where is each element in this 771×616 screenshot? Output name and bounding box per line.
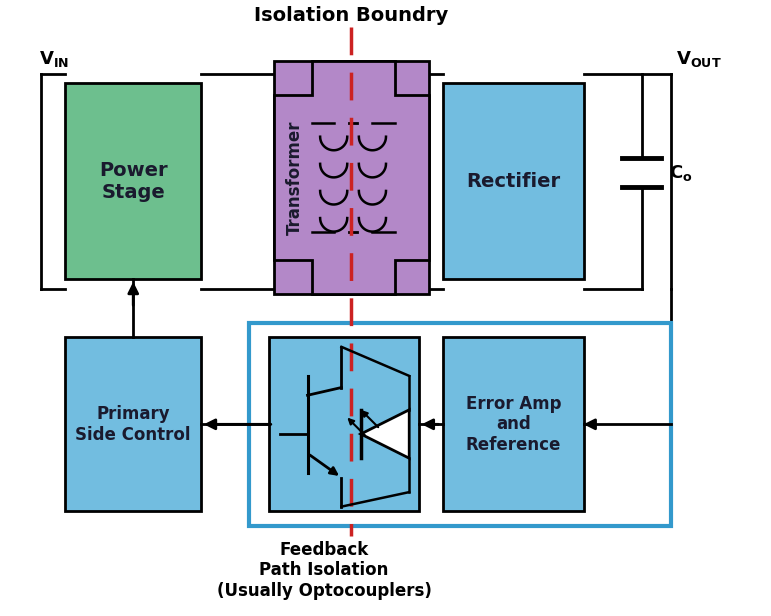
Text: Feedback
Path Isolation
(Usually Optocouplers): Feedback Path Isolation (Usually Optocou… <box>217 540 432 600</box>
Text: Primary
Side Control: Primary Side Control <box>76 405 191 444</box>
Bar <box>443 337 584 511</box>
Polygon shape <box>361 410 409 458</box>
Polygon shape <box>274 61 429 294</box>
Text: Isolation Boundry: Isolation Boundry <box>254 6 448 25</box>
Bar <box>269 337 419 511</box>
Text: Transformer: Transformer <box>286 120 304 235</box>
Text: V$_\mathregular{OUT}$: V$_\mathregular{OUT}$ <box>675 49 721 69</box>
Text: Error Amp
and
Reference: Error Amp and Reference <box>466 394 561 454</box>
Bar <box>66 83 201 279</box>
Text: Rectifier: Rectifier <box>466 172 561 191</box>
Text: V$_\mathregular{IN}$: V$_\mathregular{IN}$ <box>39 49 69 69</box>
Text: C$_\mathregular{o}$: C$_\mathregular{o}$ <box>668 163 692 182</box>
Bar <box>443 83 584 279</box>
Text: Power
Stage: Power Stage <box>99 161 167 202</box>
Bar <box>274 61 429 294</box>
Bar <box>250 323 671 526</box>
Bar <box>66 337 201 511</box>
